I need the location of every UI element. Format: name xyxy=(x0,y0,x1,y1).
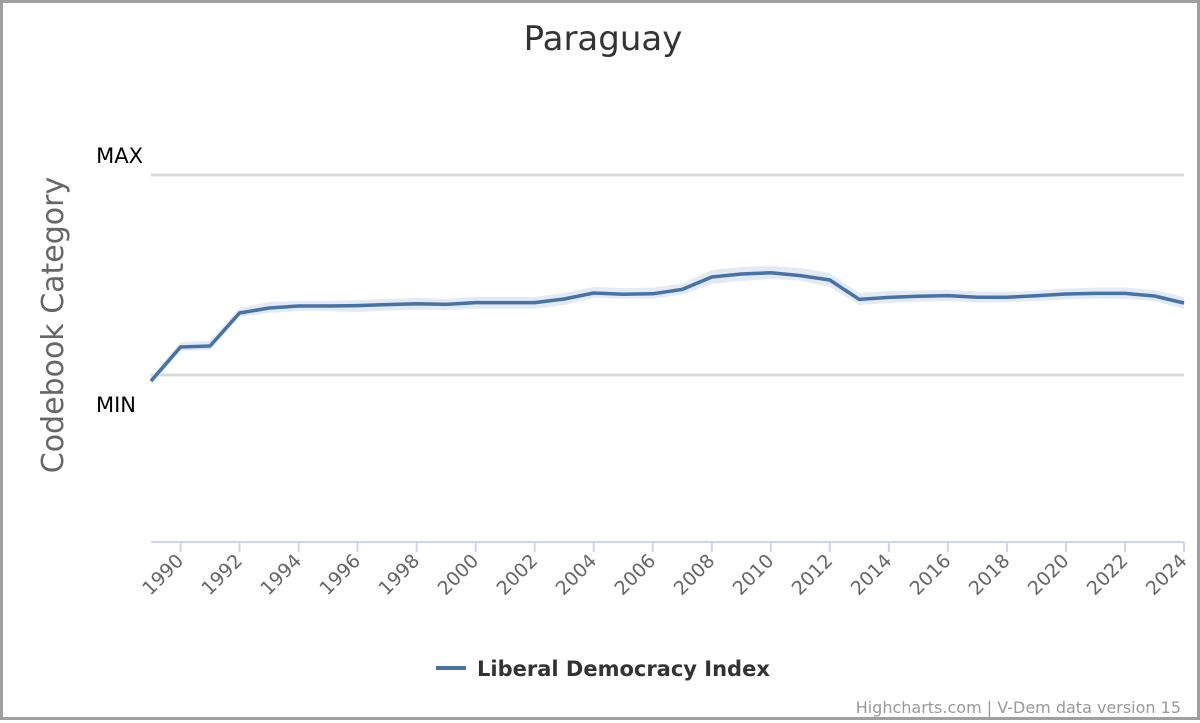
x-tick-label: 2022 xyxy=(1083,550,1133,600)
x-tick-label: 2024 xyxy=(1142,550,1192,600)
x-tick-label: 1998 xyxy=(374,550,424,600)
x-tick-label: 2008 xyxy=(670,550,720,600)
x-tick-label: 1994 xyxy=(256,550,306,600)
x-tick-label: 2020 xyxy=(1024,550,1074,600)
chart-svg: Paraguay Codebook Category MAX MIN 1990 1… xyxy=(36,19,1192,717)
confidence-band xyxy=(151,266,1184,385)
legend[interactable]: Liberal Democracy Index xyxy=(436,657,770,681)
x-tick-label: 2018 xyxy=(965,550,1015,600)
x-tick-label: 2016 xyxy=(906,550,956,600)
series-line xyxy=(149,271,1185,383)
legend-label[interactable]: Liberal Democracy Index xyxy=(477,657,770,681)
x-axis: 1990 1992 1994 1996 1998 2000 2002 2004 2006 2008… xyxy=(138,541,1192,600)
x-tick-label: 2004 xyxy=(551,550,601,600)
x-tick-label: 2014 xyxy=(847,550,897,600)
x-tick-label: 1996 xyxy=(315,550,365,600)
y-category-max: MAX xyxy=(96,144,143,168)
x-tick-label: 1992 xyxy=(197,550,247,600)
x-tick-label: 1990 xyxy=(138,550,188,600)
x-tick-label: 2006 xyxy=(611,550,661,600)
y-category-min: MIN xyxy=(96,393,136,417)
x-tick-label: 2012 xyxy=(788,550,838,600)
x-tick-label: 2002 xyxy=(492,550,542,600)
y-axis-title: Codebook Category xyxy=(36,177,71,474)
credits[interactable]: Highcharts.com | V-Dem data version 15 xyxy=(856,698,1181,717)
plot-area xyxy=(149,266,1185,385)
gridlines xyxy=(151,173,1184,377)
x-tick-label: 2000 xyxy=(433,550,483,600)
x-tick-label: 2010 xyxy=(729,550,779,600)
chart-title: Paraguay xyxy=(524,19,683,59)
